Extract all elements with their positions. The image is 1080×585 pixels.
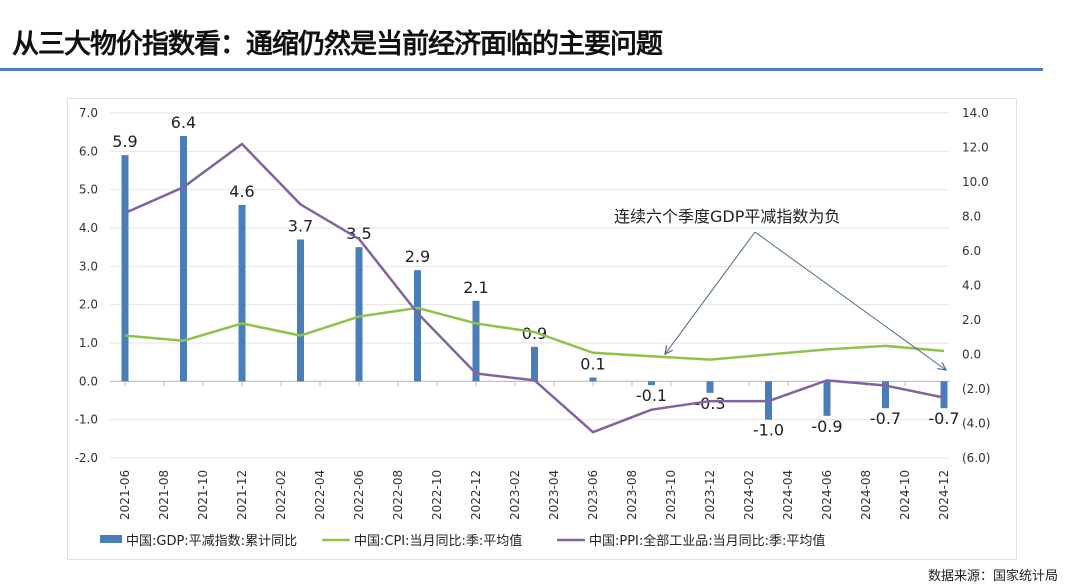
bar-data-label: 0.1	[580, 355, 605, 374]
x-axis-tick: 2022-02	[274, 470, 288, 520]
bar-data-label: 4.6	[229, 182, 254, 201]
bar-data-label: 5.9	[112, 132, 137, 151]
right-axis-tick: 10.0	[962, 175, 989, 189]
right-axis-tick: (2.0)	[962, 382, 990, 396]
x-axis-tick: 2021-08	[157, 470, 171, 520]
right-axis-tick: 12.0	[962, 141, 989, 155]
legend-label: 中国:CPI:当月同比:季:平均值	[354, 533, 522, 549]
gdp-deflator-bar	[414, 270, 421, 382]
bar-data-label: -0.7	[928, 409, 959, 428]
x-axis-tick: 2021-10	[196, 470, 210, 520]
legend-label: 中国:GDP:平减指数:累计同比	[126, 534, 297, 549]
annotation-arrow	[665, 231, 756, 354]
x-axis-tick: 2024-02	[742, 470, 756, 520]
bar-data-label: -0.9	[811, 417, 842, 436]
x-axis-tick: 2022-06	[352, 470, 366, 520]
title-divider	[0, 68, 1043, 71]
x-axis-tick: 2024-04	[781, 470, 795, 520]
bar-data-label: 6.4	[171, 113, 196, 132]
gdp-deflator-bar	[472, 300, 480, 382]
left-axis-tick: 2.0	[79, 298, 98, 312]
gdp-deflator-bar	[940, 381, 948, 409]
bar-data-label: 3.5	[346, 224, 371, 243]
right-axis-tick: 6.0	[962, 244, 981, 258]
left-axis-tick: -2.0	[75, 451, 98, 465]
x-axis-tick: 2024-10	[898, 470, 912, 520]
right-axis-tick: 8.0	[962, 210, 981, 224]
bar-data-label: 3.7	[288, 217, 313, 236]
x-axis-tick: 2024-08	[859, 470, 873, 520]
right-axis-tick: 2.0	[962, 313, 981, 327]
right-axis-tick: 0.0	[962, 348, 981, 362]
x-axis-tick: 2024-06	[820, 470, 834, 520]
gdp-deflator-bar	[648, 381, 655, 386]
x-axis-tick: 2022-12	[469, 470, 483, 520]
bar-data-label: 2.9	[405, 247, 430, 266]
x-axis-tick: 2023-12	[703, 470, 717, 520]
annotation-arrow	[754, 231, 946, 370]
x-axis-tick: 2023-06	[586, 470, 600, 520]
x-axis-tick: 2022-04	[313, 470, 327, 520]
gdp-deflator-bar	[355, 247, 363, 382]
x-axis-tick: 2023-04	[547, 470, 561, 520]
cpi-line	[124, 306, 945, 361]
left-axis-tick: 6.0	[79, 144, 98, 158]
bar-data-label: -0.7	[870, 409, 901, 428]
left-axis-tick: 0.0	[79, 374, 98, 388]
x-axis-tick: 2023-02	[508, 470, 522, 520]
bar-data-label: 2.1	[463, 278, 488, 297]
right-axis-tick: 14.0	[962, 106, 989, 120]
left-axis-tick: 1.0	[79, 336, 98, 350]
annotation-text: 连续六个季度GDP平减指数为负	[614, 207, 840, 226]
gdp-deflator-bar	[180, 136, 187, 382]
legend-label: 中国:PPI:全部工业品:当月同比:季:平均值	[589, 533, 825, 549]
bar-data-label: -1.0	[753, 421, 784, 440]
left-axis-tick: -1.0	[75, 413, 98, 427]
page-title: 从三大物价指数看：通缩仍然是当前经济面临的主要问题	[12, 29, 663, 60]
x-axis-tick: 2024-12	[937, 470, 951, 520]
x-axis-tick: 2023-10	[664, 470, 678, 520]
x-axis-tick: 2023-08	[625, 470, 639, 520]
source-note: 数据来源：国家统计局	[927, 569, 1058, 584]
bar-data-label: -0.1	[636, 386, 667, 405]
left-axis-tick: 3.0	[79, 259, 98, 273]
ppi-line	[124, 142, 945, 434]
gdp-deflator-bar	[297, 239, 304, 382]
gdp-deflator-bar	[531, 346, 538, 382]
chart-frame	[67, 98, 1017, 560]
legend-swatch-bar	[100, 535, 122, 543]
x-axis-tick: 2021-12	[235, 470, 249, 520]
x-axis-tick: 2021-06	[118, 470, 132, 520]
bar-data-label: -0.3	[694, 394, 725, 413]
gdp-deflator-bar	[121, 155, 129, 382]
x-axis-tick: 2022-10	[430, 470, 444, 520]
right-axis-tick: (6.0)	[962, 451, 990, 465]
gdp-deflator-bar	[238, 205, 246, 382]
left-axis-tick: 5.0	[79, 183, 98, 197]
right-axis-tick: 4.0	[962, 279, 981, 293]
gdp-deflator-bar	[706, 381, 714, 393]
left-axis-tick: 7.0	[79, 106, 98, 120]
right-axis-tick: (4.0)	[962, 417, 990, 431]
left-axis-tick: 4.0	[79, 221, 98, 235]
x-axis-tick: 2022-08	[391, 470, 405, 520]
gdp-deflator-bar	[823, 381, 831, 416]
gdp-deflator-bar	[589, 377, 597, 382]
gdp-deflator-bar	[882, 381, 889, 409]
